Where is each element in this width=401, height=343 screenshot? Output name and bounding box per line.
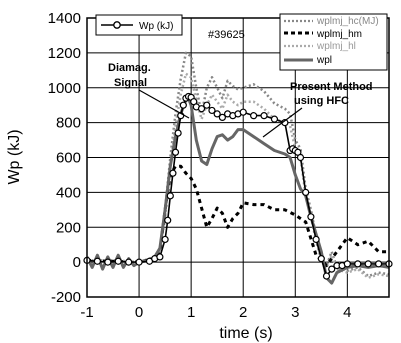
- x-tick-label-4: 3: [291, 304, 299, 321]
- y-tick-label-5: 800: [56, 115, 81, 132]
- y-tick-label-1: 0: [73, 254, 81, 271]
- y-axis-title: Wp (kJ): [6, 129, 23, 184]
- series-0-point-1: [93, 257, 102, 265]
- series-0-point-11: [166, 192, 174, 200]
- y-tick-label-6: 1000: [48, 80, 81, 97]
- series-0-point-23: [203, 101, 211, 109]
- series-0-point-41: [307, 213, 315, 221]
- series-0-point-22: [197, 105, 206, 113]
- legend-left-box: [95, 14, 183, 36]
- x-tick-label-0: -1: [80, 304, 93, 321]
- annotation-present-arrow: [262, 107, 303, 138]
- series-0-point-51: [374, 260, 383, 268]
- series-0-point-12: [169, 169, 177, 177]
- legend-hc-label: wplmj_hc(MJ): [316, 16, 379, 27]
- series-0: [83, 92, 393, 280]
- x-tick-labels: -1 0 1 2 3 4: [80, 304, 351, 321]
- legend-wp-marker: [113, 21, 121, 29]
- series-0-point-24: [208, 106, 216, 115]
- annotation-diamag-line1: Diamag.: [108, 62, 151, 74]
- legend-hm-label: wplmj_hm: [316, 29, 362, 40]
- y-tick-label-7: 1200: [48, 45, 81, 62]
- legend-left: Wp (kJ): [95, 14, 183, 36]
- x-tick-label-1: 0: [135, 304, 143, 321]
- series-0-point-2: [104, 258, 112, 266]
- series-0-point-9: [161, 235, 169, 244]
- x-tick-label-2: 1: [187, 304, 195, 321]
- series-0-point-45: [328, 265, 336, 273]
- y-tick-labels: -200 0 200 400 600 800 1000 1200 1400: [48, 10, 81, 306]
- legend-hl-label: wplmj_hl: [316, 41, 356, 52]
- series-0-point-43: [317, 255, 325, 263]
- legend-wpl-label: wpl: [316, 55, 332, 66]
- y-tick-label-0: -200: [51, 289, 81, 306]
- annotation-present-line1: Present Method: [290, 81, 373, 93]
- y-tick-label-4: 600: [56, 150, 81, 167]
- series-0-point-33: [270, 115, 279, 123]
- annotation-diamag: Diamag. Signal: [108, 62, 190, 119]
- series-0-point-25: [213, 110, 221, 118]
- legend-right-box: [279, 13, 388, 71]
- series-1-line: [87, 51, 390, 278]
- series-2: [86, 164, 389, 268]
- series-0-point-8: [156, 253, 164, 261]
- series-0-point-5: [135, 258, 143, 266]
- x-tick-label-5: 4: [343, 304, 351, 321]
- series-0-point-32: [260, 112, 268, 120]
- series-0-point-31: [250, 112, 258, 120]
- series-0-point-50: [364, 260, 372, 268]
- series-0-point-4: [125, 258, 133, 266]
- series-0-point-13: [171, 148, 180, 156]
- series-0-point-42: [312, 235, 320, 244]
- annotation-diamag-arrow: [138, 89, 190, 119]
- series-1: [87, 51, 390, 278]
- series-0-point-14: [174, 129, 182, 137]
- series-0-point-10: [164, 216, 172, 224]
- series-2-line: [86, 164, 389, 268]
- series-0-point-39: [296, 153, 305, 162]
- series-layer: [83, 51, 393, 285]
- series-0-point-49: [354, 260, 362, 268]
- shot-label: #39625: [208, 29, 245, 41]
- series-0-point-26: [218, 113, 226, 121]
- x-axis-title: time (s): [219, 325, 272, 342]
- series-0-point-30: [239, 108, 247, 116]
- y-tick-label-3: 400: [56, 184, 81, 201]
- series-0-point-40: [302, 188, 310, 196]
- series-0-point-48: [343, 260, 351, 268]
- series-0-point-16: [179, 101, 187, 109]
- x-tick-label-3: 2: [239, 304, 247, 321]
- series-0-point-3: [114, 257, 122, 265]
- y-tick-label-8: 1400: [48, 10, 81, 27]
- plot-frame: [86, 17, 390, 298]
- annotation-diamag-line2: Signal: [114, 77, 147, 89]
- legend-wp-label: Wp (kJ): [139, 21, 173, 32]
- series-0-point-44: [322, 272, 331, 280]
- y-tick-label-2: 200: [56, 219, 81, 236]
- legend-right: wplmj_hc(MJ) wplmj_hm wplmj_hl wpl: [279, 13, 388, 71]
- annotation-present-line2: using HFC: [294, 95, 349, 107]
- annotation-present: Present Method using HFC: [262, 81, 373, 138]
